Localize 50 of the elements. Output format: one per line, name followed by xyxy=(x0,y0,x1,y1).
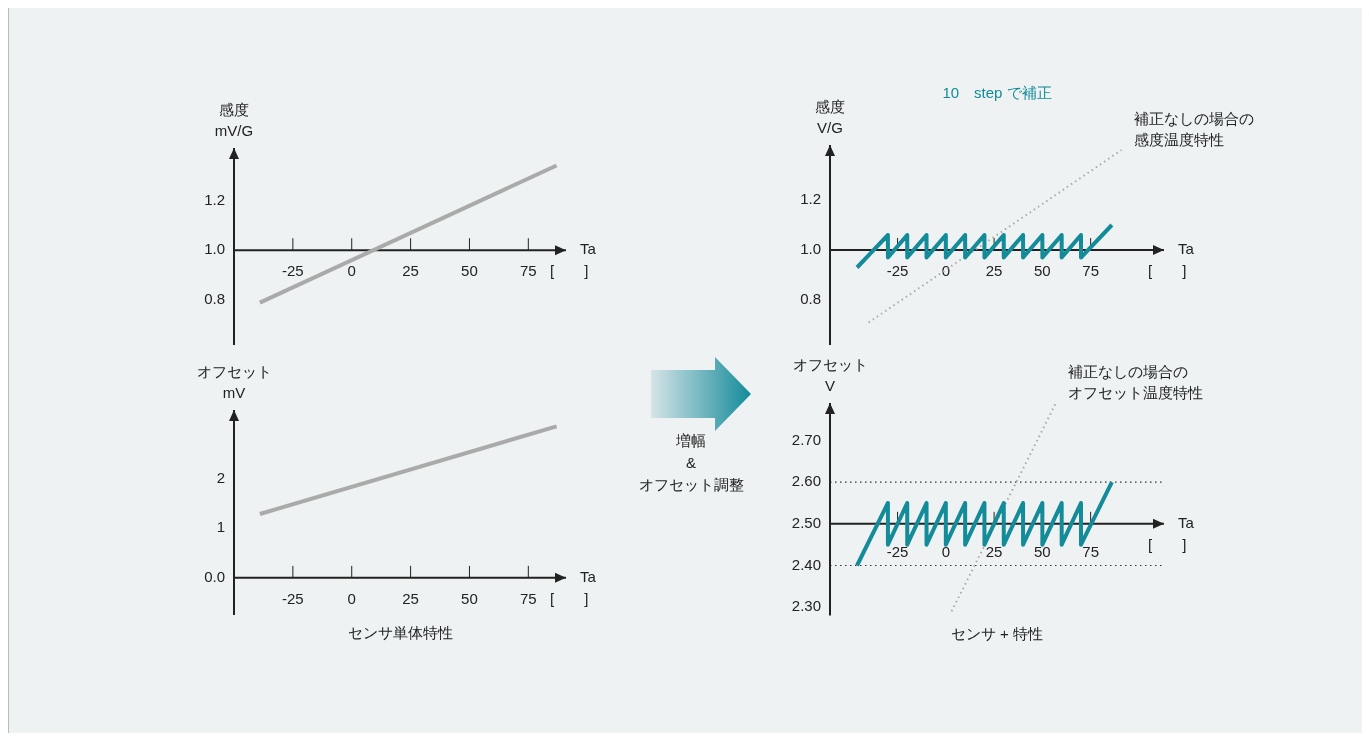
y-tick-label: 2.40 xyxy=(791,555,821,573)
text: オフセット調整 xyxy=(637,475,745,495)
y-tick-label: 2.50 xyxy=(791,513,821,531)
y-tick-label: 0.8 xyxy=(204,290,225,308)
x-tick-label: 50 xyxy=(1034,262,1051,280)
y-tick-label: 1.2 xyxy=(204,190,225,208)
x-tick-label: 50 xyxy=(461,590,478,607)
x-tick-label: 75 xyxy=(519,262,537,280)
y-tick-label: 0.8 xyxy=(800,290,821,308)
series-label: 補正なしの場合の感度温度特性 xyxy=(1133,109,1254,148)
y-axis-title: 感度 V/G xyxy=(815,98,845,137)
y-tick-label: 2.70 xyxy=(791,430,821,448)
x-tick-label: 0 xyxy=(347,262,356,280)
x-tick-label: -25 xyxy=(886,262,909,280)
x-tick-label: 0 xyxy=(941,542,951,560)
y-tick-label: 0.0 xyxy=(204,568,225,585)
x-tick-label: 50 xyxy=(1034,542,1051,560)
y-tick-label: 1.0 xyxy=(204,240,225,258)
text: & xyxy=(685,453,697,473)
text: 増幅 xyxy=(675,431,707,451)
y-axis-title: オフセット mV xyxy=(196,363,272,402)
x-tick-label: 75 xyxy=(1082,542,1099,560)
y-tick-label: 1.0 xyxy=(800,240,821,258)
x-tick-label: 25 xyxy=(402,262,419,280)
x-tick-label: 75 xyxy=(519,590,537,607)
y-axis-title: オフセット V xyxy=(792,356,868,395)
text: センサ + 特性 xyxy=(950,624,1044,642)
x-tick-label: 25 xyxy=(402,590,419,607)
y-tick-label: 1.2 xyxy=(800,190,821,208)
y-axis-title: 感度 mV/G xyxy=(214,101,254,140)
y-tick-label: 2 xyxy=(216,468,225,486)
text: センサ単体特性 xyxy=(347,624,453,642)
x-tick-label: -25 xyxy=(886,542,909,560)
x-tick-label: -25 xyxy=(282,590,304,607)
x-tick-label: -25 xyxy=(282,262,304,280)
x-tick-label: 50 xyxy=(461,262,478,280)
x-tick-label: 25 xyxy=(985,542,1003,560)
x-tick-label: 0 xyxy=(941,262,951,280)
x-axis-title: Ta [ ] xyxy=(1148,513,1195,553)
chart-subtitle: 10 step で補正 xyxy=(942,84,1052,102)
y-tick-label: 1 xyxy=(216,518,225,536)
x-tick-label: 0 xyxy=(347,590,356,607)
y-tick-label: 2.30 xyxy=(791,597,821,615)
x-axis-title: Ta [ ] xyxy=(550,240,597,280)
y-tick-label: 2.60 xyxy=(791,472,821,490)
x-tick-label: 25 xyxy=(985,262,1003,280)
x-axis-title: Ta [ ] xyxy=(1148,240,1195,280)
x-tick-label: 75 xyxy=(1082,262,1099,280)
series-label: 補正なしの場合のオフセット温度特性 xyxy=(1067,362,1203,401)
x-axis-title: Ta [ ] xyxy=(550,568,597,607)
